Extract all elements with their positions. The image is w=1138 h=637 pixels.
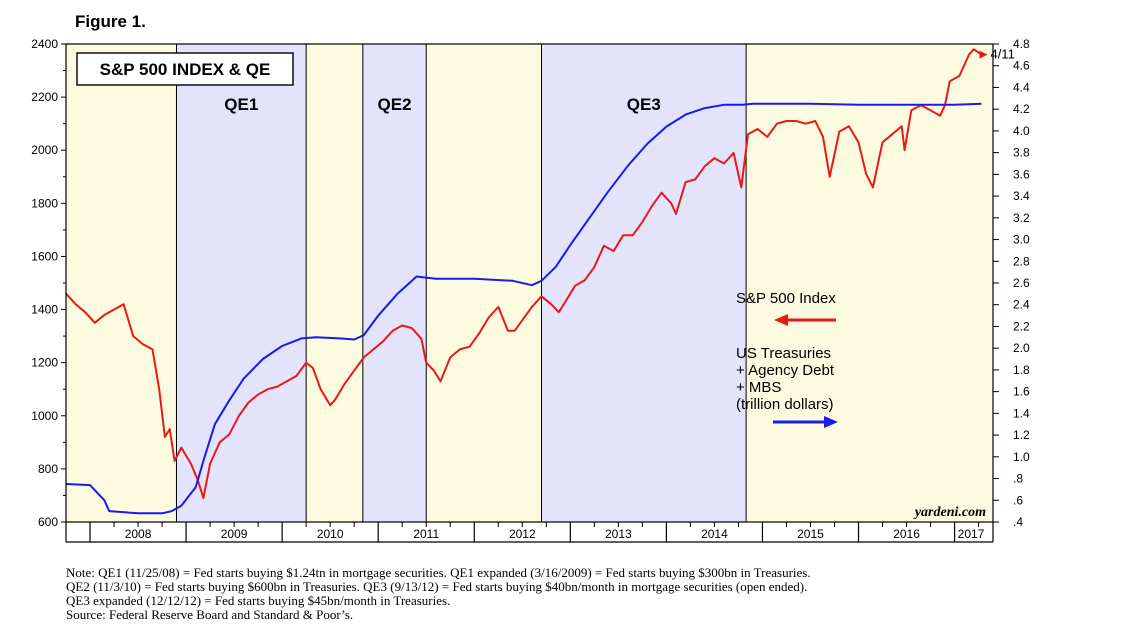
right-tick-label: 3.8 <box>1013 146 1030 160</box>
plot-frame <box>65 43 994 523</box>
x-tick-label: 2013 <box>605 527 632 541</box>
right-tick-label: 2.0 <box>1013 341 1030 355</box>
right-tick-label: .8 <box>1013 472 1023 486</box>
non-qe-shade <box>306 44 363 522</box>
annotation-layer: 4/11 S&P 500 Index US Treasuries+ Agency D… <box>736 47 1015 428</box>
left-tick-label: 1000 <box>31 409 58 423</box>
qe-shade <box>362 44 427 522</box>
right-arrow-icon <box>824 416 838 428</box>
chart-title: S&P 500 INDEX & QE <box>100 60 271 79</box>
right-tick-label: 4.4 <box>1013 80 1030 94</box>
non-qe-shade <box>66 44 177 522</box>
right-axis: .4 .6 .8 1.0 1.2 1.4 1.6 1.8 2.0 2.2 2.4 2.6 2.8 3.0 3… <box>993 37 1030 529</box>
left-axis: 600 800 1000 1200 1400 1600 1800 2000 2200 2400 <box>31 37 66 529</box>
sp500-line <box>65 48 983 500</box>
left-tick-label: 800 <box>38 462 58 476</box>
note-line-3: QE3 expanded (12/12/12) = Fed starts buy… <box>66 593 451 608</box>
right-tick-label: .6 <box>1013 493 1023 507</box>
notes: Note: QE1 (11/25/08) = Fed starts buying… <box>66 566 811 622</box>
left-tick-label: 600 <box>38 515 58 529</box>
note-line-1: Note: QE1 (11/25/08) = Fed starts buying… <box>66 565 811 580</box>
holdings-legend-label: + MBS <box>736 379 781 396</box>
holdings-line <box>65 102 982 515</box>
x-axis: 2008 2009 2010 2011 2012 2013 2014 2015 2016 2017 <box>65 522 994 543</box>
right-tick-label: 1.4 <box>1013 406 1030 420</box>
right-tick-label: 3.0 <box>1013 233 1030 247</box>
right-tick-label: 4.0 <box>1013 124 1030 138</box>
left-tick-label: 2000 <box>31 143 58 157</box>
right-tick-label: 1.0 <box>1013 450 1030 464</box>
holdings-legend-label: + Agency Debt <box>736 362 835 379</box>
right-tick-label: 1.2 <box>1013 428 1030 442</box>
date-marker-icon <box>979 50 988 59</box>
x-tick-label: 2014 <box>701 527 728 541</box>
right-tick-label: 4.2 <box>1013 102 1030 116</box>
x-tick-label: 2008 <box>125 527 152 541</box>
left-tick-label: 1800 <box>31 196 58 210</box>
holdings-legend-label: US Treasuries <box>736 345 831 362</box>
qe-shading-layer: QE1 QE2 QE3 <box>66 44 993 522</box>
chart-title-box <box>76 52 294 86</box>
right-tick-label: 1.8 <box>1013 363 1030 377</box>
qe-shade <box>541 44 747 522</box>
holdings-legend-label: (trillion dollars) <box>736 396 834 413</box>
qe-label-1: QE1 <box>224 95 258 114</box>
right-tick-label: 2.6 <box>1013 276 1030 290</box>
x-tick-label: 2015 <box>797 527 824 541</box>
right-tick-label: 2.2 <box>1013 319 1030 333</box>
qe-shade <box>176 44 307 522</box>
right-tick-label: 4.6 <box>1013 59 1030 73</box>
left-tick-label: 1400 <box>31 303 58 317</box>
watermark: yardeni.com <box>913 505 986 520</box>
x-tick-label: 2009 <box>221 527 248 541</box>
note-line-2: QE2 (11/3/10) = Fed starts buying $600bn… <box>66 579 808 594</box>
right-tick-label: 1.6 <box>1013 385 1030 399</box>
left-tick-label: 1600 <box>31 249 58 263</box>
right-tick-label: 3.6 <box>1013 167 1030 181</box>
series-layer <box>65 48 983 515</box>
x-tick-label: 2016 <box>893 527 920 541</box>
left-arrow-icon <box>774 314 788 326</box>
source-line: Source: Federal Reserve Board and Standa… <box>66 607 354 622</box>
left-tick-label: 1200 <box>31 356 58 370</box>
qe-label-3: QE3 <box>627 95 661 114</box>
right-tick-label: .4 <box>1013 515 1023 529</box>
right-tick-label: 3.2 <box>1013 211 1030 225</box>
x-tick-label: 2010 <box>317 527 344 541</box>
sp500-legend-label: S&P 500 Index <box>736 290 836 307</box>
left-tick-label: 2400 <box>31 37 58 51</box>
non-qe-shade <box>746 44 993 522</box>
right-tick-label: 2.4 <box>1013 298 1030 312</box>
right-tick-label: 4.8 <box>1013 37 1030 51</box>
figure-label: Figure 1. <box>75 12 146 31</box>
date-label: 4/11 <box>990 47 1014 62</box>
left-tick-label: 2200 <box>31 90 58 104</box>
right-tick-label: 3.4 <box>1013 189 1030 203</box>
right-tick-label: 2.8 <box>1013 254 1030 268</box>
qe-label-2: QE2 <box>378 95 412 114</box>
x-tick-label: 2017 <box>958 527 985 541</box>
x-tick-label: 2011 <box>413 527 439 541</box>
x-tick-label: 2012 <box>509 527 536 541</box>
